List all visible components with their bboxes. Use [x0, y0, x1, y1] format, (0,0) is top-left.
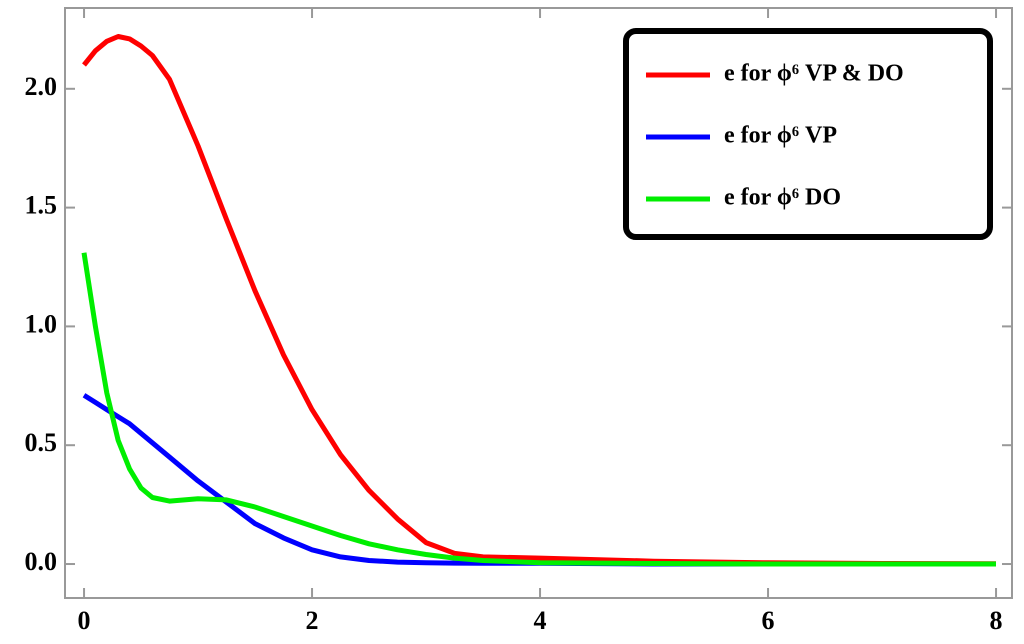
y-tick-label: 0.0	[25, 547, 58, 576]
x-tick-label: 6	[762, 606, 775, 635]
y-tick-label: 0.5	[25, 428, 58, 457]
data-line	[81, 252, 996, 567]
y-tick-label: 1.5	[25, 191, 58, 220]
legend-box	[623, 28, 993, 240]
x-tick-label: 8	[990, 606, 1003, 635]
x-tick-label: 4	[534, 606, 547, 635]
y-tick-label: 2.0	[25, 72, 58, 101]
x-tick-label: 2	[306, 606, 319, 635]
x-tick-label: 0	[78, 606, 91, 635]
plot-frame	[64, 7, 1013, 599]
y-tick-label: 1.0	[25, 309, 58, 338]
data-line	[82, 34, 997, 567]
legend-label: e for ϕ⁶ DO	[724, 185, 841, 211]
legend-label: e for ϕ⁶ VP & DO	[724, 61, 904, 87]
legend-label: e for ϕ⁶ VP	[724, 123, 837, 149]
